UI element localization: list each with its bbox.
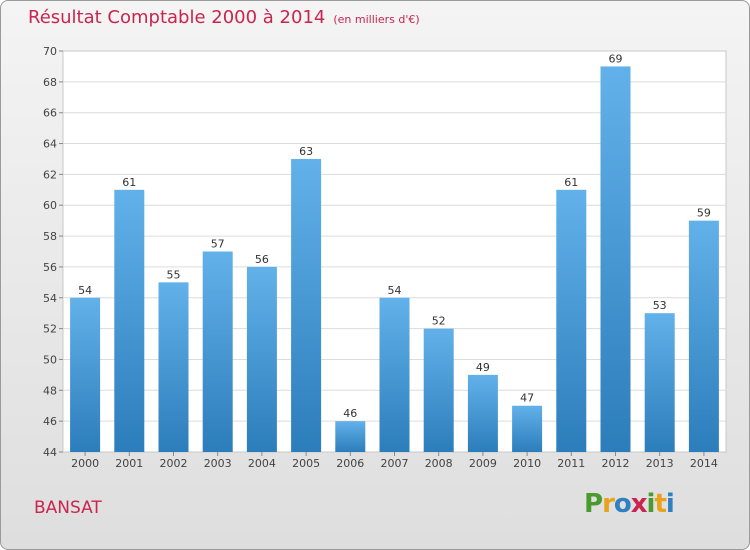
x-tick-label: 2004 (248, 457, 276, 470)
y-tick-label: 50 (43, 353, 57, 366)
y-tick-label: 56 (43, 261, 57, 274)
x-tick-label: 2001 (115, 457, 143, 470)
data-label: 47 (520, 392, 534, 405)
bar (202, 251, 233, 452)
commune-name: BANSAT (34, 498, 102, 518)
x-tick-label: 2003 (204, 457, 232, 470)
x-axis-ticks: 2000 2001 2002 2003 2004 2005 2006 2007 2008 2009… (71, 452, 718, 470)
bars (70, 66, 719, 453)
bar (512, 405, 543, 452)
y-tick-label: 60 (43, 199, 57, 212)
y-tick-label: 66 (43, 107, 57, 120)
bar (688, 220, 719, 452)
bar (556, 189, 587, 453)
data-label: 59 (697, 207, 711, 220)
y-tick-label: 62 (43, 168, 57, 181)
bar (114, 189, 145, 453)
data-label: 61 (564, 176, 578, 189)
bar (246, 266, 277, 452)
x-tick-label: 2006 (336, 457, 364, 470)
x-tick-label: 2011 (557, 457, 585, 470)
y-tick-label: 70 (43, 45, 57, 58)
bar (70, 297, 101, 452)
bar (335, 421, 366, 452)
y-tick-label: 44 (43, 446, 57, 459)
bar (600, 66, 631, 452)
y-tick-label: 46 (43, 415, 57, 428)
data-label: 57 (211, 238, 225, 251)
x-tick-label: 2000 (71, 457, 99, 470)
bar (158, 282, 189, 452)
y-tick-label: 54 (43, 292, 57, 305)
bar (379, 297, 410, 452)
y-tick-label: 68 (43, 76, 57, 89)
data-label: 55 (167, 268, 181, 281)
x-tick-label: 2012 (602, 457, 630, 470)
y-tick-label: 58 (43, 230, 57, 243)
data-label: 61 (122, 176, 136, 189)
proxiti-logo: Proxiti (584, 489, 675, 519)
title-line: Résultat Comptable 2000 à 2014 (en millie… (28, 7, 420, 28)
data-label: 56 (255, 253, 269, 266)
bar (467, 374, 498, 452)
bar (644, 313, 675, 452)
chart-title: Résultat Comptable 2000 à 2014 (28, 7, 326, 28)
data-labels: 54 61 55 57 56 63 46 54 52 49 47 61 69 53 59 (78, 52, 711, 420)
data-label: 63 (299, 145, 313, 158)
y-tick-label: 64 (43, 138, 57, 151)
data-label: 46 (343, 407, 357, 420)
y-axis-ticks: 44 46 48 50 52 54 56 58 60 62 64 66 68 70 (43, 45, 63, 459)
data-label: 49 (476, 361, 490, 374)
y-tick-label: 48 (43, 384, 57, 397)
x-tick-label: 2014 (690, 457, 718, 470)
data-label: 52 (432, 315, 446, 328)
bar (423, 328, 454, 452)
x-tick-label: 2008 (425, 457, 453, 470)
y-tick-label: 52 (43, 323, 57, 336)
x-tick-label: 2002 (160, 457, 188, 470)
x-tick-label: 2013 (646, 457, 674, 470)
x-tick-label: 2010 (513, 457, 541, 470)
data-label: 54 (388, 284, 402, 297)
x-tick-label: 2007 (381, 457, 409, 470)
data-label: 54 (78, 284, 92, 297)
chart-unit: (en milliers d'€) (333, 13, 420, 26)
data-label: 69 (609, 52, 623, 65)
x-tick-label: 2009 (469, 457, 497, 470)
x-tick-label: 2005 (292, 457, 320, 470)
data-label: 53 (653, 299, 667, 312)
bar (291, 158, 322, 452)
